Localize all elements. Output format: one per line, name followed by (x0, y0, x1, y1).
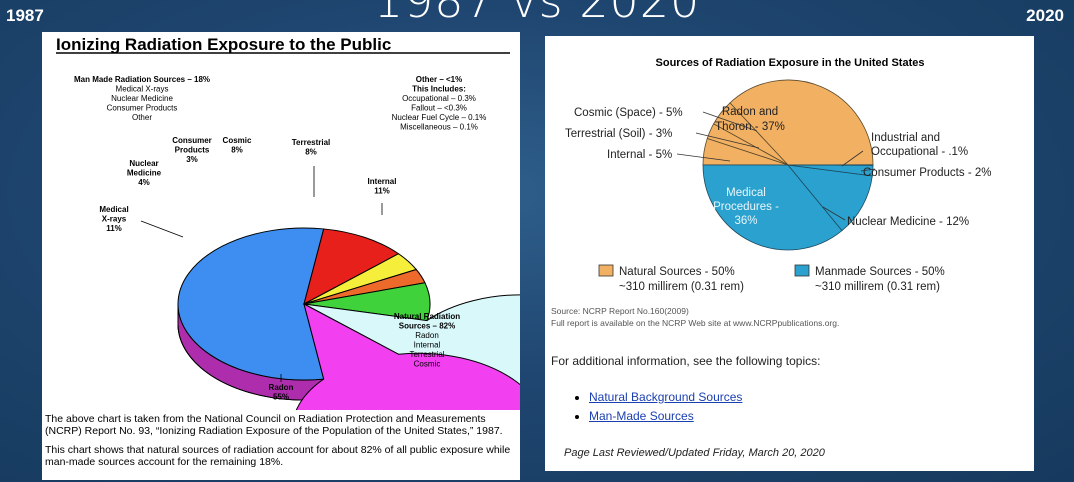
label-cosmic: Cosmic (Space) - 5% (574, 107, 683, 119)
last-reviewed-text: Page Last Reviewed/Updated Friday, March… (564, 447, 825, 459)
man-made-annotation: Nuclear Medicine (111, 94, 173, 103)
topic-links: Natural Background Sources Man-Made Sour… (551, 388, 742, 426)
additional-info-text: For additional information, see the foll… (551, 354, 821, 368)
pie-slice-medical-procedures (702, 164, 843, 251)
slice-label: Consumer (172, 136, 212, 145)
other-annotation: Other – <1% (416, 75, 462, 84)
pie-slice-industrial-and-occupational (787, 164, 874, 166)
natural-annotation: Cosmic (414, 360, 441, 369)
pie-slice-radon (177, 227, 325, 381)
leader-line (822, 206, 846, 221)
leader-line (676, 153, 731, 162)
man-made-annotation: Other (132, 113, 152, 122)
natural-annotation: Internal (414, 341, 441, 350)
slide-title: 1987 vs 2020 (373, 0, 701, 28)
label-terrestrial: Terrestrial (Soil) - 3% (565, 128, 672, 140)
label-industrial: Industrial and (871, 132, 940, 144)
legend-swatch (598, 264, 614, 277)
label-medical: Medical (726, 187, 766, 199)
slice-label: Terrestrial (292, 138, 331, 147)
slice-label: 11% (106, 224, 122, 233)
legend-detail: ~310 millirem (0.31 rem) (619, 281, 744, 293)
legend-label: Natural Sources - 50% (619, 266, 735, 278)
label-consumer: Consumer Products - 2% (863, 167, 991, 179)
natural-annotation: Sources – 82% (399, 322, 455, 331)
label-internal: Internal - 5% (607, 149, 672, 161)
natural-annotation: Radon (415, 331, 439, 340)
pie-slice-nuclear-medicine (787, 164, 873, 232)
year-right-label: 2020 (1026, 6, 1064, 25)
caption-paragraph-1: The above chart is taken from the Nation… (45, 413, 503, 437)
leader-line (702, 111, 758, 132)
year-left-label: 1987 (6, 6, 44, 25)
man-made-annotation: Medical X-rays (116, 85, 169, 94)
source-note: Source: NCRP Report No.160(2009) Full re… (551, 305, 839, 329)
slice-label: 55% (273, 393, 289, 402)
chart-title: Ionizing Radiation Exposure to the Publi… (56, 35, 391, 54)
natural-annotation: Terrestrial (409, 350, 444, 359)
man-made-annotation: Man Made Radiation Sources – 18% (74, 75, 210, 84)
chart-1987: Ionizing Radiation Exposure to the Publi… (56, 35, 520, 410)
slice-label: 8% (305, 148, 317, 157)
list-item: Natural Background Sources (589, 388, 742, 407)
pie-slice-radon-and-thoron (729, 79, 874, 166)
slice-label: X-rays (102, 215, 127, 224)
label-nuclear: Nuclear Medicine - 12% (847, 216, 969, 228)
other-annotation: Fallout – <0.3% (411, 104, 467, 113)
chart-2020: Sources of Radiation Exposure in the Uni… (565, 57, 991, 293)
slice-label: 4% (138, 178, 150, 187)
leader-line (140, 220, 184, 238)
legend-detail: ~310 millirem (0.31 rem) (815, 281, 940, 293)
leader-line (841, 150, 864, 167)
natural-annotation: Natural Radiation (394, 312, 460, 321)
label-radon: Thoron - 37% (715, 121, 785, 133)
pie-slice-internal (295, 303, 520, 410)
natural-background-link[interactable]: Natural Background Sources (589, 390, 743, 404)
slice-label: Medical (99, 205, 128, 214)
other-annotation: Miscellaneous – 0.1% (400, 123, 478, 132)
label-medical: Procedures - (713, 201, 779, 213)
slice-label: Internal (368, 177, 397, 186)
legend-swatch (794, 264, 810, 277)
source-line-1: Source: NCRP Report No.160(2009) (551, 306, 689, 316)
leader-line (860, 168, 876, 172)
other-annotation: This Includes: (412, 85, 466, 94)
label-industrial: Occupational - .1% (871, 146, 968, 158)
source-line-2: Full report is available on the NCRP Web… (551, 318, 840, 328)
chart-2020-panel: Sources of Radiation Exposure in the Uni… (545, 36, 1034, 471)
label-medical: 36% (734, 215, 757, 227)
other-annotation: Occupational – 0.3% (402, 94, 476, 103)
slice-label: Cosmic (223, 136, 252, 145)
slice-label: 3% (186, 155, 198, 164)
man-made-annotation: Consumer Products (107, 104, 178, 113)
pie-slice-medical-x-rays (303, 228, 400, 305)
list-item: Man-Made Sources (589, 407, 742, 426)
slice-label: Nuclear (129, 159, 158, 168)
slice-label: Medicine (127, 169, 162, 178)
leader-line (695, 132, 760, 149)
man-made-sources-link[interactable]: Man-Made Sources (589, 409, 694, 423)
label-radon: Radon and (722, 106, 778, 118)
other-annotation: Nuclear Fuel Cycle – 0.1% (392, 113, 487, 122)
slice-label: Products (175, 146, 210, 155)
legend-label: Manmade Sources - 50% (815, 266, 945, 278)
caption-paragraph-2: This chart shows that natural sources of… (45, 444, 511, 468)
slice-label: 11% (374, 187, 390, 196)
chart-title: Sources of Radiation Exposure in the Uni… (656, 57, 925, 69)
slice-label: 8% (231, 146, 243, 155)
slice-label: Radon (269, 383, 294, 392)
chart-1987-panel: Ionizing Radiation Exposure to the Publi… (42, 32, 520, 480)
